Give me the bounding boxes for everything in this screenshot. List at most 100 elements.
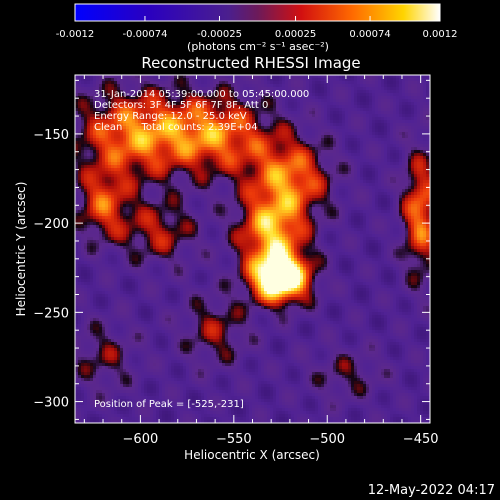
heatmap-cell [162,114,165,117]
heatmap-cell [297,171,300,174]
heatmap-cell [396,81,399,84]
heatmap-cell [84,105,87,108]
heatmap-cell [111,75,114,78]
heatmap-cell [312,78,315,81]
heatmap-cell [147,132,150,135]
heatmap-cell [357,195,360,198]
heatmap-cell [270,138,273,141]
heatmap-cell [114,141,117,144]
heatmap-cell [405,156,408,159]
heatmap-cell [249,183,252,186]
heatmap-cell [297,177,300,180]
heatmap-cell [120,198,123,201]
heatmap-cell [414,126,417,129]
heatmap-cell [378,108,381,111]
heatmap-cell [177,168,180,171]
heatmap-cell [114,96,117,99]
heatmap-cell [336,180,339,183]
heatmap-cell [168,108,171,111]
heatmap-cell [144,177,147,180]
heatmap-cell [303,135,306,138]
heatmap-cell [348,111,351,114]
heatmap-cell [315,129,318,132]
heatmap-cell [153,93,156,96]
heatmap-cell [384,123,387,126]
heatmap-cell [399,183,402,186]
heatmap-cell [177,192,180,195]
heatmap-cell [366,147,369,150]
heatmap-cell [231,123,234,126]
heatmap-cell [294,135,297,138]
heatmap-cell [339,141,342,144]
heatmap-cell [405,114,408,117]
heatmap-cell [105,111,108,114]
heatmap-cell [102,102,105,105]
heatmap-cell [78,135,81,138]
heatmap-cell [186,198,189,201]
heatmap-cell [357,183,360,186]
heatmap-cell [378,105,381,108]
heatmap-cell [411,99,414,102]
heatmap-cell [210,171,213,174]
heatmap-cell [420,96,423,99]
heatmap-cell [288,90,291,93]
heatmap-cell [174,78,177,81]
heatmap-cell [315,180,318,183]
heatmap-cell [144,156,147,159]
heatmap-cell [150,189,153,192]
heatmap-cell [99,105,102,108]
heatmap-cell [243,141,246,144]
heatmap-cell [99,111,102,114]
heatmap-cell [159,114,162,117]
heatmap-cell [408,171,411,174]
heatmap-cell [339,165,342,168]
heatmap-cell [93,183,96,186]
heatmap-cell [351,111,354,114]
heatmap-cell [165,165,168,168]
heatmap-cell [81,189,84,192]
heatmap-cell [288,111,291,114]
heatmap-cell [246,84,249,87]
heatmap-cell [102,147,105,150]
heatmap-cell [189,165,192,168]
heatmap-cell [186,87,189,90]
heatmap-cell [120,120,123,123]
heatmap-cell [345,180,348,183]
heatmap-cell [321,78,324,81]
heatmap-cell [180,96,183,99]
heatmap-cell [309,117,312,120]
heatmap-cell [114,186,117,189]
heatmap-cell [366,135,369,138]
heatmap-cell [342,198,345,201]
heatmap-cell [225,87,228,90]
heatmap-cell [315,111,318,114]
heatmap-cell [282,114,285,117]
heatmap-cell [303,144,306,147]
heatmap-cell [318,84,321,87]
heatmap-cell [138,168,141,171]
heatmap-cell [156,117,159,120]
heatmap-cell [408,159,411,162]
heatmap-cell [180,120,183,123]
heatmap-cell [288,189,291,192]
heatmap-cell [228,180,231,183]
heatmap-cell [408,144,411,147]
heatmap-cell [273,84,276,87]
heatmap-cell [390,96,393,99]
heatmap-cell [411,165,414,168]
heatmap-cell [240,144,243,147]
heatmap-cell [423,105,426,108]
heatmap-cell [237,102,240,105]
heatmap-cell [303,189,306,192]
heatmap-cell [360,150,363,153]
heatmap-cell [93,195,96,198]
heatmap-cell [201,90,204,93]
heatmap-cell [330,117,333,120]
heatmap-cell [408,147,411,150]
heatmap-cell [156,186,159,189]
heatmap-cell [228,81,231,84]
heatmap-cell [324,144,327,147]
heatmap-cell [186,177,189,180]
heatmap-cell [258,150,261,153]
heatmap-cell [183,75,186,78]
